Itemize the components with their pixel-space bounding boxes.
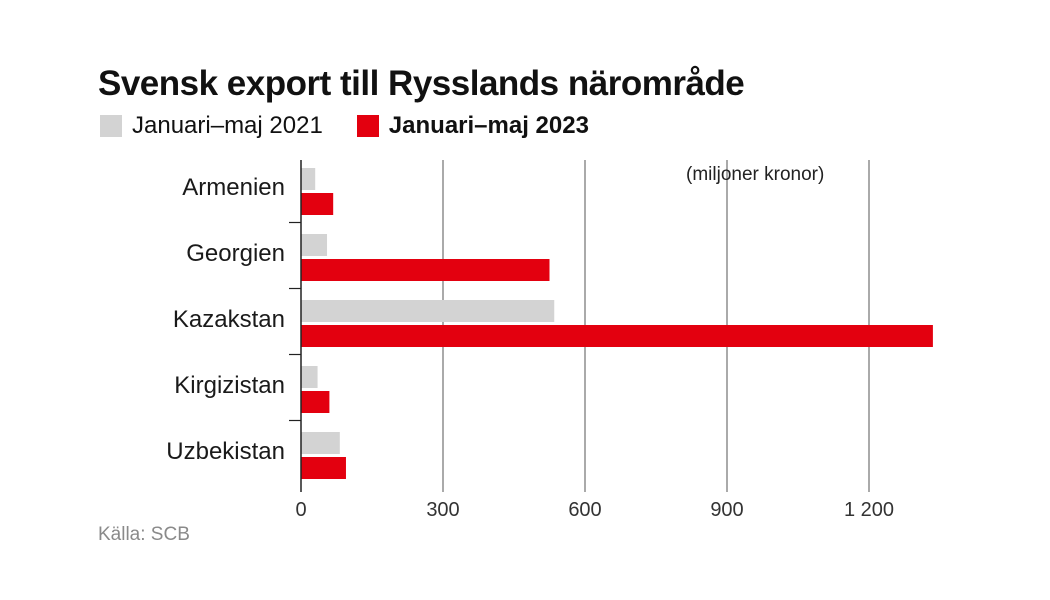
bar-kazakstan-2023 <box>301 325 933 347</box>
legend-swatch-2021 <box>100 115 122 137</box>
tick-label-900: 900 <box>710 499 743 521</box>
legend: Januari–maj 2021 Januari–maj 2023 <box>100 112 623 140</box>
bar-armenien-2021 <box>301 168 316 190</box>
bar-armenien-2023 <box>301 193 334 215</box>
tick-label-0: 0 <box>295 499 306 521</box>
category-label-kirgizistan: Kirgizistan <box>174 372 285 399</box>
legend-label-2023: Januari–maj 2023 <box>388 112 589 139</box>
category-label-georgien: Georgien <box>186 240 285 267</box>
category-label-kazakstan: Kazakstan <box>173 306 285 333</box>
bar-kazakstan-2021 <box>301 300 555 322</box>
legend-item-2021: Januari–maj 2021 <box>100 112 323 140</box>
bar-uzbekistan-2023 <box>301 457 346 479</box>
bar-georgien-2023 <box>301 259 550 281</box>
tick-label-600: 600 <box>568 499 601 521</box>
source-label: Källa: SCB <box>98 524 190 545</box>
chart-title: Svensk export till Rysslands närområde <box>98 64 745 103</box>
bar-georgien-2021 <box>301 234 328 256</box>
bar-uzbekistan-2021 <box>301 432 340 454</box>
tick-label-300: 300 <box>426 499 459 521</box>
unit-label: (miljoner kronor) <box>686 164 825 185</box>
tick-label-1200: 1 200 <box>844 499 894 521</box>
category-label-uzbekistan: Uzbekistan <box>166 438 285 465</box>
legend-item-2023: Januari–maj 2023 <box>356 112 589 140</box>
legend-swatch-2023 <box>356 115 379 137</box>
category-label-armenien: Armenien <box>182 174 285 201</box>
bar-kirgizistan-2021 <box>301 366 318 388</box>
bar-kirgizistan-2023 <box>301 391 330 413</box>
legend-label-2021: Januari–maj 2021 <box>132 112 323 139</box>
